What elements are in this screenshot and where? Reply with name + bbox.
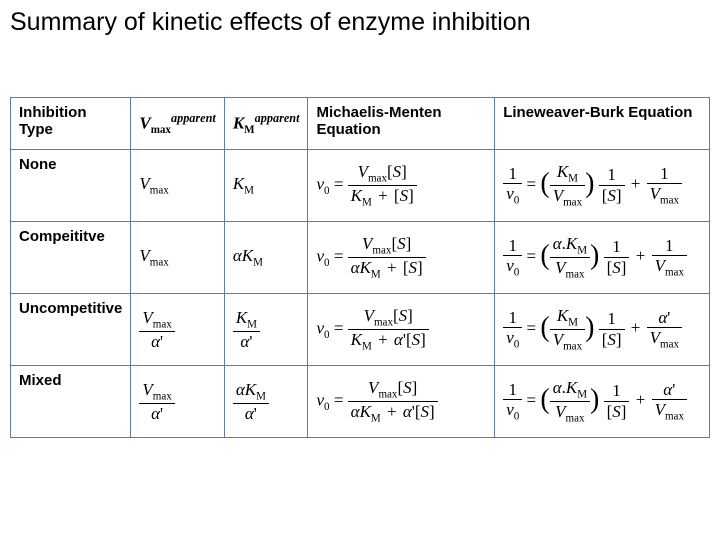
cell-none-mm: v0 = Vmax[S] KM + [S] [308,150,495,222]
cell-uncomp-mm: v0 = Vmax[S] KM + α'[S] [308,294,495,366]
cell-none-lb: 1v0 = (KMVmax) 1[S] + 1Vmax [495,150,710,222]
col-header-km-apparent: KMapparent [224,98,308,150]
cell-mixed-mm: v0 = Vmax[S] αKM + α'[S] [308,366,495,438]
table-row: Uncompetitive Vmaxα' KMα' v0 = Vmax[S] K… [11,294,710,366]
cell-none-km: KM [224,150,308,222]
cell-mixed-vmax: Vmaxα' [131,366,224,438]
table-row: Compeititve Vmax αKM v0 = Vmax[S] αKM + … [11,222,710,294]
table-row: None Vmax KM v0 = Vmax[S] KM + [S] 1v0 =… [11,150,710,222]
col-header-mm-equation: Michaelis-Menten Equation [308,98,495,150]
cell-comp-lb: 1v0 = (α.KMVmax) 1[S] + 1Vmax [495,222,710,294]
col-header-inhibition-type: Inhibition Type [11,98,131,150]
cell-comp-mm: v0 = Vmax[S] αKM + [S] [308,222,495,294]
table-row: Mixed Vmaxα' αKMα' v0 = Vmax[S] αKM + α'… [11,366,710,438]
cell-mixed-lb: 1v0 = (α.KMVmax) 1[S] + α'Vmax [495,366,710,438]
cell-uncomp-vmax: Vmaxα' [131,294,224,366]
page-title: Summary of kinetic effects of enzyme inh… [10,8,710,37]
row-label-mixed: Mixed [11,366,131,438]
cell-uncomp-km: KMα' [224,294,308,366]
row-label-competitive: Compeititve [11,222,131,294]
col-header-vmax-apparent: Vmaxapparent [131,98,224,150]
table-header-row: Inhibition Type Vmaxapparent KMapparent … [11,98,710,150]
cell-mixed-km: αKMα' [224,366,308,438]
row-label-uncompetitive: Uncompetitive [11,294,131,366]
cell-comp-vmax: Vmax [131,222,224,294]
inhibition-table: Inhibition Type Vmaxapparent KMapparent … [10,97,710,438]
row-label-none: None [11,150,131,222]
col-header-lb-equation: Lineweaver-Burk Equation [495,98,710,150]
cell-uncomp-lb: 1v0 = (KMVmax) 1[S] + α'Vmax [495,294,710,366]
cell-comp-km: αKM [224,222,308,294]
cell-none-vmax: Vmax [131,150,224,222]
